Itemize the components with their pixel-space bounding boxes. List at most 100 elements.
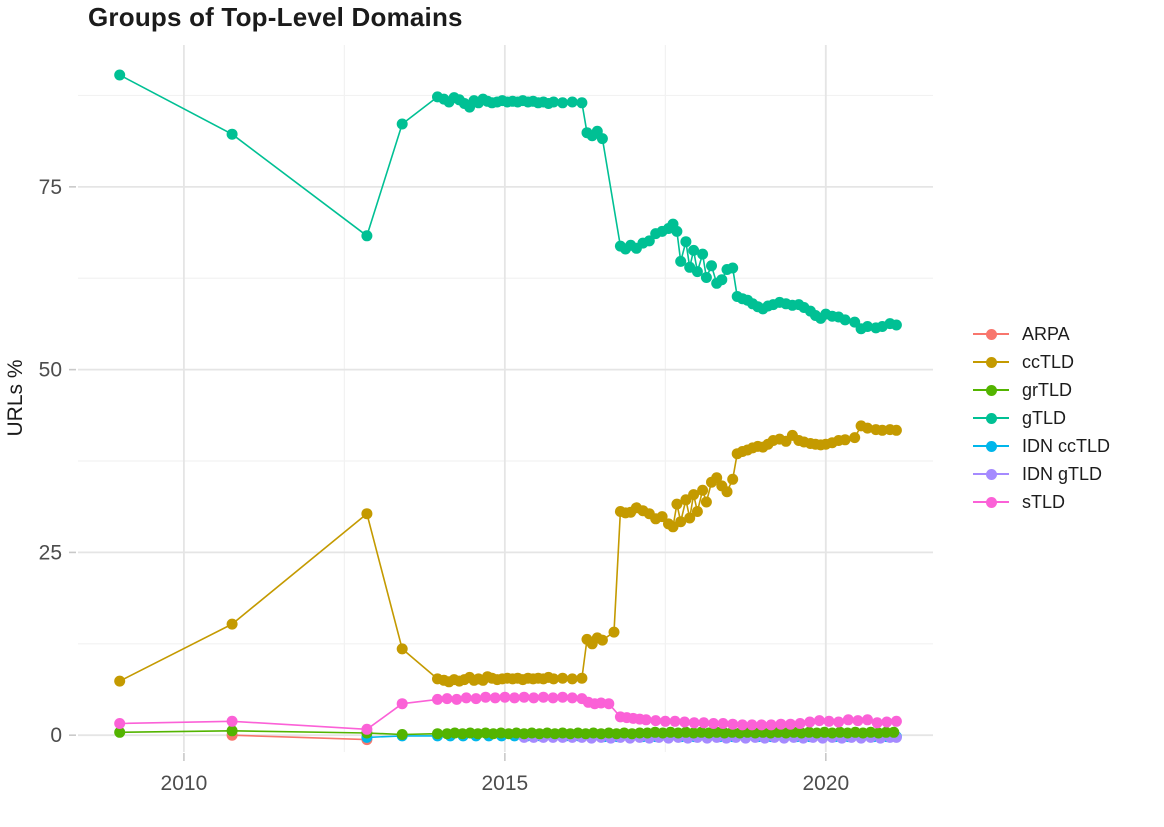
data-series [114,69,902,746]
data-point [862,321,873,332]
data-point [839,434,851,446]
legend-label: gTLD [1022,407,1067,428]
data-point [596,133,608,145]
data-point [596,634,608,646]
data-point [680,236,692,248]
data-point [650,715,662,727]
data-point [688,489,700,501]
data-point [680,494,692,506]
data-point [765,719,777,731]
data-point [114,718,126,729]
data-point [396,118,408,130]
data-point [576,672,588,684]
y-axis-label: URLs % [4,359,27,436]
data-point [842,714,854,726]
data-point [756,719,768,731]
data-point [890,715,902,727]
data-point [671,225,683,237]
data-point [862,714,873,726]
data-point [576,97,588,109]
data-point [634,727,646,739]
data-point [640,714,652,726]
data-point [643,235,655,247]
data-point [509,692,520,704]
data-point [470,693,482,705]
x-tick-label: 2010 [161,772,208,795]
data-point [480,691,492,703]
data-point [226,725,238,737]
y-tick-label: 25 [39,541,62,564]
data-point [711,472,723,484]
data-point [833,716,845,728]
data-point [547,692,559,704]
data-point [785,718,796,730]
x-tick-label: 2020 [802,772,849,795]
data-point [688,244,700,256]
data-point [432,693,443,705]
legend-label: ARPA [1022,323,1070,344]
data-point [697,484,709,496]
data-point [675,516,687,528]
legend-item-arpa: ARPA [973,320,1110,348]
series-stld [114,691,902,735]
data-point [746,719,758,731]
chart-title: Groups of Top-Level Domains [88,2,463,32]
data-point [871,717,883,729]
data-point [226,715,238,727]
legend-item-stld: sTLD [973,488,1110,516]
data-point [608,626,620,638]
gridlines [78,45,933,752]
data-point [432,728,443,740]
legend-key-icon [973,467,1009,481]
data-point [721,486,733,498]
legend-item-idn-gtld: IDN gTLD [973,460,1110,488]
data-point [451,693,463,705]
data-point [804,716,816,728]
axes: 0 25 50 75 2010 2015 2020 [39,176,850,795]
data-point [823,715,835,727]
data-point [775,718,787,730]
data-point [862,422,873,434]
y-tick-label: 75 [39,176,62,199]
data-point [499,691,511,703]
data-point [727,718,739,730]
data-point [557,672,569,684]
data-point [114,675,126,687]
data-point [691,266,703,278]
data-point [528,692,540,704]
data-point [566,692,578,704]
data-point [669,715,681,727]
data-point [688,717,700,729]
data-point [557,97,569,109]
y-tick-label: 50 [39,359,62,382]
data-point [548,96,560,108]
data-point [557,691,569,703]
data-point [698,717,710,729]
legend-key-icon [973,411,1009,425]
series-gtld [114,69,902,335]
legend-key-icon [973,383,1009,397]
data-point [880,726,892,738]
data-point [396,698,408,710]
data-point [736,719,748,731]
y-tick-label: 0 [50,724,62,747]
data-point [700,272,712,283]
data-point [727,262,739,274]
data-point [717,718,729,729]
legend-key-icon [973,327,1009,341]
legend-key-icon [973,439,1009,453]
data-point [460,692,472,704]
legend-label: IDN gTLD [1022,463,1103,484]
data-point [794,718,806,729]
data-point [396,643,408,655]
data-point [489,692,501,704]
x-tick-label: 2015 [481,772,528,795]
data-point [890,424,902,436]
data-point [361,723,373,735]
data-point [813,715,825,727]
data-point [659,715,671,727]
data-point [566,673,578,685]
legend-item-gtld: gTLD [973,404,1110,432]
data-point [849,432,861,444]
